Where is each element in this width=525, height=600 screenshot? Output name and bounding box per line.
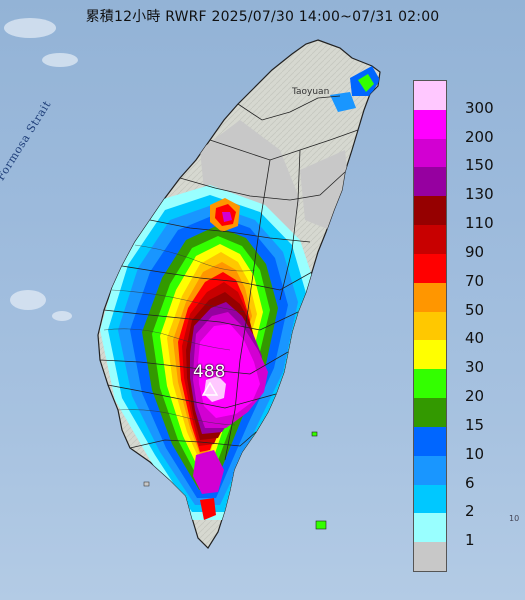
legend-swatch xyxy=(414,311,446,341)
legend-label: 70 xyxy=(465,271,485,290)
color-legend xyxy=(413,80,447,572)
county-boundaries xyxy=(99,95,359,461)
legend-swatch xyxy=(414,138,446,168)
legend-label: 90 xyxy=(465,242,485,261)
legend-swatch xyxy=(414,81,446,111)
legend-label: 130 xyxy=(465,185,494,204)
legend-swatch xyxy=(414,484,446,514)
legend-swatch xyxy=(414,398,446,428)
legend-label: 10 xyxy=(465,444,485,463)
legend-label: 40 xyxy=(465,329,485,348)
city-label-taoyuan: Taoyuan xyxy=(292,87,330,97)
legend-label: 200 xyxy=(465,127,494,146)
map-title: 累積12小時 RWRF 2025/07/30 14:00~07/31 02:00 xyxy=(85,9,440,25)
legend-label: 1 xyxy=(465,531,475,550)
legend-swatch xyxy=(414,426,446,457)
legend-swatch xyxy=(414,167,446,197)
legend-swatch xyxy=(414,542,446,572)
triangle-marker-icon xyxy=(202,382,218,396)
legend-label: 300 xyxy=(465,98,494,117)
legend-label: 50 xyxy=(465,300,485,319)
legend-swatch xyxy=(414,340,446,370)
legend-swatch xyxy=(414,109,446,140)
cloud-patches xyxy=(4,18,78,321)
legend-label: 2 xyxy=(465,502,475,521)
edge-label: 10 xyxy=(509,514,520,523)
legend-swatch xyxy=(414,282,446,313)
legend-label: 6 xyxy=(465,473,475,492)
legend-swatch xyxy=(414,253,446,284)
legend-swatch xyxy=(414,455,446,486)
legend-swatch xyxy=(414,196,446,226)
legend-swatch xyxy=(414,369,446,399)
legend-label: 150 xyxy=(465,156,494,175)
legend-label: 110 xyxy=(465,214,494,233)
rivers xyxy=(103,244,256,426)
legend-label: 15 xyxy=(465,415,485,434)
legend-label: 20 xyxy=(465,387,485,406)
legend-swatch xyxy=(414,513,446,543)
legend-label: 30 xyxy=(465,358,485,377)
offshore-islands xyxy=(143,431,327,530)
legend-swatch xyxy=(414,225,446,255)
max-rainfall-value: 488 xyxy=(193,362,226,382)
